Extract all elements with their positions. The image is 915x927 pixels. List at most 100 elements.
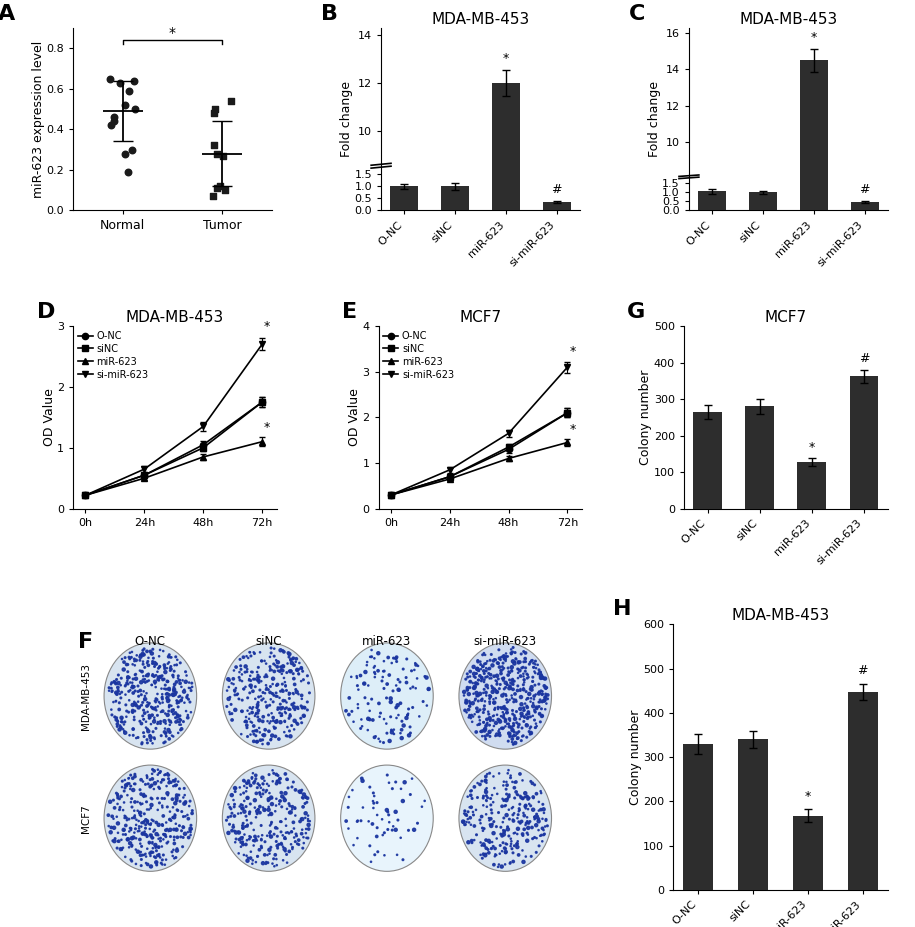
- Point: [357, 676, 371, 691]
- Point: [155, 857, 169, 872]
- Point: [264, 840, 278, 855]
- Point: [272, 796, 286, 811]
- Point: [479, 679, 494, 693]
- Point: [111, 816, 125, 831]
- Point: [264, 663, 279, 678]
- Point: [521, 705, 535, 719]
- Point: [137, 672, 152, 687]
- Point: [113, 722, 127, 737]
- Point: [467, 681, 481, 696]
- Point: [481, 833, 496, 848]
- Point: [521, 705, 535, 719]
- Point: [114, 715, 129, 730]
- Point: [298, 826, 313, 841]
- Bar: [746, 406, 774, 509]
- Point: [251, 803, 265, 818]
- Point: [485, 788, 500, 803]
- Point: [270, 829, 285, 844]
- Point: [503, 676, 518, 691]
- Point: [103, 825, 118, 840]
- Point: [123, 781, 137, 796]
- Point: [124, 839, 139, 854]
- Point: [262, 724, 276, 739]
- Point: [355, 773, 370, 788]
- Point: [155, 690, 169, 705]
- Point: [522, 790, 536, 805]
- Point: [479, 841, 493, 856]
- Point: [282, 711, 296, 726]
- Point: [282, 650, 296, 665]
- Point: [265, 677, 280, 692]
- Point: [467, 680, 481, 695]
- Point: [140, 644, 155, 659]
- Point: [294, 811, 308, 826]
- Point: [234, 704, 249, 718]
- Point: [295, 688, 309, 703]
- Point: [489, 716, 503, 730]
- Point: [261, 736, 275, 751]
- Point: [248, 706, 263, 721]
- Text: miR-623: miR-623: [362, 635, 412, 648]
- Point: [512, 797, 527, 812]
- Point: [108, 675, 123, 690]
- Point: [120, 813, 135, 828]
- Point: [122, 670, 136, 685]
- Point: [520, 691, 534, 705]
- Point: [250, 670, 264, 685]
- Point: [507, 806, 522, 820]
- Point: [520, 730, 534, 744]
- Point: [518, 799, 533, 814]
- Point: [245, 724, 260, 739]
- Point: [251, 709, 265, 724]
- Point: [476, 791, 490, 806]
- Point: [514, 646, 529, 661]
- Point: [102, 683, 116, 698]
- Point: [167, 807, 182, 822]
- Point: [142, 835, 156, 850]
- Point: [233, 658, 248, 673]
- Point: [124, 650, 139, 665]
- Point: [291, 702, 306, 717]
- Point: [350, 813, 365, 828]
- Point: [133, 782, 147, 797]
- Point: [120, 676, 135, 691]
- Point: [160, 691, 175, 705]
- Point: [185, 806, 199, 820]
- Point: [371, 844, 385, 859]
- Point: [410, 671, 425, 686]
- Point: [254, 674, 269, 689]
- Point: [158, 717, 173, 731]
- Point: [479, 806, 493, 821]
- Point: [464, 833, 479, 848]
- Point: [468, 803, 483, 818]
- Bar: [492, 83, 520, 210]
- Point: [371, 731, 386, 746]
- Point: [137, 806, 152, 821]
- Point: [158, 823, 173, 838]
- Point: [395, 852, 410, 867]
- Point: [115, 827, 130, 842]
- Point: [250, 734, 264, 749]
- Point: [140, 770, 155, 785]
- Point: [529, 718, 544, 733]
- Point: [278, 705, 293, 719]
- Point: [531, 667, 545, 681]
- Point: [268, 820, 283, 835]
- Point: [506, 800, 521, 815]
- Point: [117, 808, 132, 823]
- Point: [404, 681, 418, 696]
- Point: [124, 811, 139, 826]
- Point: [485, 834, 500, 849]
- Point: [162, 731, 177, 746]
- Point: [497, 670, 511, 685]
- Point: [147, 676, 162, 691]
- Point: [222, 706, 237, 721]
- Point: [280, 772, 295, 787]
- Point: [525, 670, 540, 685]
- Point: [534, 828, 549, 843]
- Point: [477, 821, 491, 836]
- Point: [516, 682, 531, 697]
- Point: [110, 686, 124, 701]
- Point: [166, 800, 180, 815]
- Point: [133, 653, 147, 667]
